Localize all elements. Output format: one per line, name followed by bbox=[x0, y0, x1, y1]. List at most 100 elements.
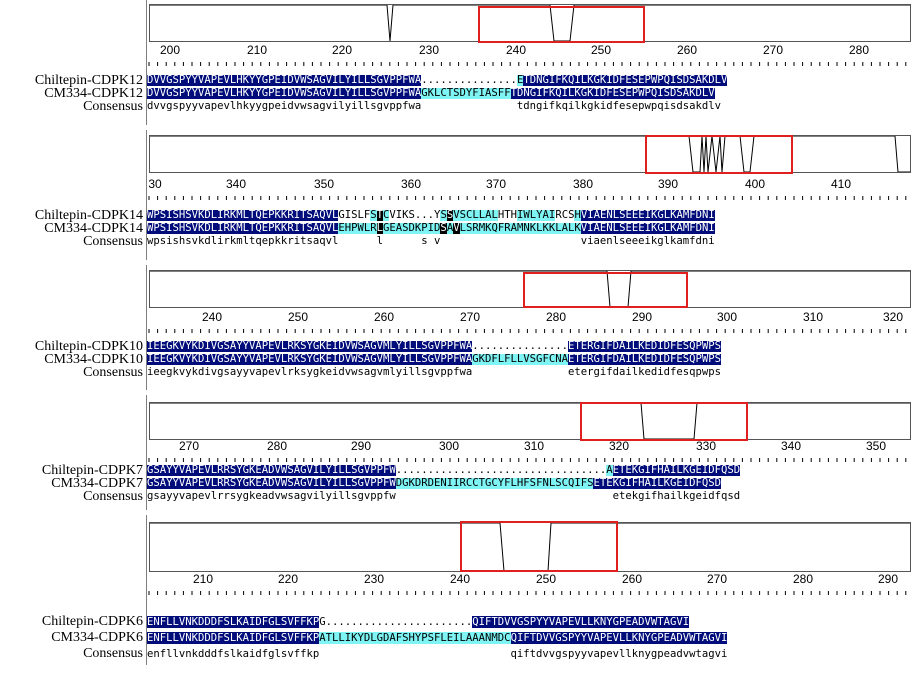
residue-segment: T bbox=[376, 210, 384, 221]
highlight-box bbox=[580, 402, 748, 441]
conservation-plot bbox=[149, 402, 911, 440]
panel-left-border bbox=[146, 395, 147, 510]
position-ruler: 270 280 290 300 310 320 330 340 350 bbox=[147, 437, 912, 471]
residue-segment: GSAYYVAPEVLRRSYGKEADVWSAGVILYILLSGVPPFW bbox=[147, 478, 396, 489]
tick-label: 260 bbox=[373, 310, 395, 324]
seq1-name: Chiltepin-CDPK6 bbox=[41, 614, 143, 629]
alignment-panel-cdpk14: 30 340 350 360 370 380 390 400 410 Chilt… bbox=[0, 130, 916, 265]
residue-segment: EHPWLR bbox=[338, 223, 377, 234]
panel-left-border bbox=[146, 515, 147, 665]
residue-segment: TDNGIFKQILKGKIDFESEPWPQISDSAKDLV bbox=[523, 75, 728, 86]
consensus-name: Consensus bbox=[83, 234, 143, 249]
residue-segment: ENFLLVNKDDDFSLKAIDFGLSVFFKP bbox=[147, 632, 320, 644]
residue-segment: ETERGIFDAILKEDIDFESQPWPS bbox=[567, 354, 722, 365]
tick-label: 230 bbox=[363, 572, 385, 586]
tick-label: 250 bbox=[590, 43, 612, 57]
residue-segment: WPSISHSVKDLIRKMLTQEPKKRITSAQVL bbox=[147, 223, 339, 234]
tick-label: 210 bbox=[192, 572, 214, 586]
residue-segment: ETEKGIFHAILKGEIDFQSD bbox=[593, 478, 722, 489]
residue-segment: IEEGKVYKDIVGSAYYVAPEVLRKSYGKEIDVWSAGVMLY… bbox=[147, 341, 473, 352]
tick-label: 280 bbox=[792, 572, 814, 586]
seq1-name: Chiltepin-CDPK12 bbox=[34, 73, 143, 88]
ruler-ticks bbox=[148, 591, 907, 595]
seq1-sequence: ENFLLVNKDDDFSLKAIDFGLSVFFKPG............… bbox=[147, 616, 912, 629]
highlight-box bbox=[460, 521, 618, 572]
position-ruler: 30 340 350 360 370 380 390 400 410 bbox=[147, 175, 912, 209]
tick-label: 290 bbox=[877, 572, 899, 586]
tick-label: 240 bbox=[505, 43, 527, 57]
seq1-name: Chiltepin-CDPK10 bbox=[34, 339, 143, 354]
residue-segment: TDNGIFKQILKGKIDFESEPWPQISDSAKDLV bbox=[510, 88, 715, 99]
position-ruler: 210 220 230 240 250 260 270 280 290 bbox=[147, 570, 912, 604]
consensus-sequence: gsayyvapevlrrsygkeadvwsagvilyillsgvppfw … bbox=[147, 491, 741, 502]
consensus-name: Consensus bbox=[83, 365, 143, 380]
residue-segment: ETEKGIFHAILKGEIDFQSD bbox=[612, 465, 741, 476]
tick-label: 250 bbox=[287, 310, 309, 324]
residue-segment: GSAYYVAPEVLRRSYGKEADVWSAGVILYILLSGVPPFW bbox=[147, 465, 396, 476]
residue-segment: QIFTDVVGSPYYVAPEVLLKNYGPEADVWTAGVI bbox=[472, 616, 690, 628]
tick-label: 340 bbox=[780, 439, 802, 453]
residue-segment: VIKS...Y bbox=[389, 210, 441, 221]
panel-left-border bbox=[146, 265, 147, 390]
alignment-panel-cdpk10: 240 250 260 270 280 290 300 310 320 Chil… bbox=[0, 265, 916, 395]
tick-label: 350 bbox=[313, 177, 335, 191]
seq1-name: Chiltepin-CDPK7 bbox=[41, 463, 143, 478]
consensus-name: Consensus bbox=[83, 99, 143, 114]
seq2-sequence: ENFLLVNKDDDFSLKAIDFGLSVFFKPATLLIKYDLGDAF… bbox=[147, 632, 912, 645]
tick-label: 260 bbox=[676, 43, 698, 57]
seq1-sequence: DVVGSPYYVAPEVLHKYYGPEIDVWSAGVILYILLSGVPP… bbox=[147, 75, 912, 86]
alignment-panel-cdpk7: 270 280 290 300 310 320 330 340 350 Chil… bbox=[0, 395, 916, 515]
residue-segment: ATLLIKYDLGDAFSHYPSFLEILAAANMDC bbox=[319, 632, 511, 644]
residue-segment: ................................. bbox=[395, 465, 607, 476]
residue-segment: S bbox=[370, 210, 377, 221]
seq1-sequence: IEEGKVYKDIVGSAYYVAPEVLRKSYGKEIDVWSAGVMLY… bbox=[147, 341, 912, 352]
conservation-trace bbox=[150, 5, 910, 41]
residue-segment: C bbox=[383, 210, 390, 221]
seq2-name: CM334-CDPK12 bbox=[44, 86, 143, 101]
consensus-name: Consensus bbox=[83, 646, 143, 661]
residue-segment: GKDFLFLLVSGFCNA bbox=[472, 354, 568, 365]
ruler-ticks bbox=[148, 62, 907, 66]
residue-segment: S bbox=[587, 478, 594, 489]
conservation-trace bbox=[150, 136, 910, 172]
residue-segment: RCS bbox=[555, 210, 575, 221]
tick-label: 310 bbox=[523, 439, 545, 453]
tick-label: 290 bbox=[350, 439, 372, 453]
residue-segment: ENFLLVNKDDDFSLKAIDFGLSVFFKP bbox=[147, 616, 320, 628]
conservation-plot bbox=[149, 270, 911, 308]
seq2-name: CM334-CDPK10 bbox=[44, 352, 143, 367]
residue-segment: FRAMNKLKKLALK bbox=[497, 223, 581, 234]
consensus-sequence: wpsishsvkdlirkmltqepkkritsaqvl l s v via… bbox=[147, 236, 715, 247]
ruler-ticks bbox=[148, 196, 907, 200]
tick-label: 360 bbox=[400, 177, 422, 191]
ruler-ticks bbox=[148, 329, 907, 333]
tick-label: 390 bbox=[657, 177, 679, 191]
tick-label: 270 bbox=[459, 310, 481, 324]
tick-label: 30 bbox=[148, 177, 162, 191]
residue-segment: ............... bbox=[472, 341, 568, 352]
tick-label: 230 bbox=[418, 43, 440, 57]
residue-segment: A bbox=[446, 223, 454, 234]
residue-segment: V bbox=[453, 210, 460, 221]
tick-label: 340 bbox=[225, 177, 247, 191]
tick-label: 200 bbox=[159, 43, 181, 57]
seq2-name: CM334-CDPK7 bbox=[51, 476, 143, 491]
tick-label: 320 bbox=[608, 439, 630, 453]
tick-label: 210 bbox=[246, 43, 268, 57]
tick-label: 310 bbox=[802, 310, 824, 324]
residue-segment: SCLLAL bbox=[459, 210, 498, 221]
residue-segment: H bbox=[574, 210, 581, 221]
residue-segment: QIFTDVVGSPYYVAPEVLLKNYGPEADVWTAGVI bbox=[510, 632, 728, 644]
panel-left-border bbox=[146, 130, 147, 260]
residue-segment: HTH bbox=[497, 210, 518, 221]
consensus-sequence: enfllvnkdddfslkaidfglsvffkp qiftdvvgspyy… bbox=[147, 648, 728, 660]
seq1-name: Chiltepin-CDPK14 bbox=[34, 208, 143, 223]
tick-label: 270 bbox=[706, 572, 728, 586]
tick-label: 370 bbox=[485, 177, 507, 191]
residue-segment: VIAENLSEEEIKGLKAMFDNI bbox=[580, 223, 715, 234]
tick-label: 270 bbox=[178, 439, 200, 453]
tick-label: 320 bbox=[882, 310, 904, 324]
tick-label: 250 bbox=[535, 572, 557, 586]
tick-label: 300 bbox=[716, 310, 738, 324]
